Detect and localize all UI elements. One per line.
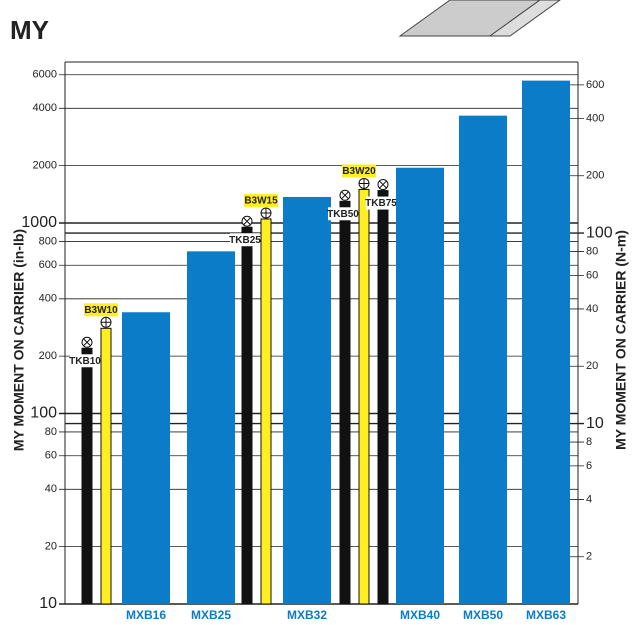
- y-tick-label: 1000: [21, 214, 57, 231]
- y2-tick-label: 400: [586, 112, 604, 124]
- bar-label: TKB50: [327, 209, 359, 220]
- label-box: [70, 354, 100, 368]
- y-tick-label: 800: [39, 235, 57, 247]
- label-box: [328, 207, 358, 221]
- marker: [341, 191, 349, 200]
- marker: [379, 180, 387, 189]
- y-tick-label: 40: [45, 483, 57, 495]
- label-box: [244, 193, 278, 207]
- bar: [358, 188, 370, 605]
- y2-tick-label: 4: [586, 493, 592, 505]
- y-axis-title: MY MOMENT ON CARRIER (in-lb): [11, 229, 27, 451]
- marker: [243, 217, 251, 226]
- bar-label: B3W15: [244, 196, 278, 207]
- y2-tick-label: 20: [586, 360, 598, 372]
- y2-axis-title: MY MOMENT ON CARRIER (N-m): [613, 230, 629, 450]
- label-box: [84, 303, 118, 317]
- bar: [283, 196, 331, 604]
- x-tick-label: MXB32: [287, 608, 327, 622]
- bar: [260, 218, 272, 605]
- label-box: [366, 196, 396, 210]
- x-tick-label: MXB25: [191, 608, 231, 622]
- y-tick-label: 2000: [33, 160, 57, 172]
- x-tick-label: MXB40: [400, 608, 440, 622]
- y-tick-label: 6000: [33, 69, 57, 81]
- y2-tick-label: 10: [586, 415, 604, 432]
- bar: [100, 327, 112, 605]
- bar: [122, 312, 170, 604]
- y2-tick-label: 200: [586, 170, 604, 182]
- bar: [339, 200, 351, 605]
- y2-tick-label: 60: [586, 269, 598, 281]
- y2-tick-label: 80: [586, 245, 598, 257]
- marker: [83, 338, 91, 347]
- y2-tick-label: 40: [586, 303, 598, 315]
- bar: [187, 251, 235, 605]
- marker: [101, 317, 111, 328]
- bar: [396, 167, 444, 604]
- y2-tick-label: 600: [586, 79, 604, 91]
- y-tick-label: 80: [45, 426, 57, 438]
- y-tick-label: 400: [39, 293, 57, 305]
- y-tick-label: 200: [39, 350, 57, 362]
- bar-label: TKB10: [69, 356, 101, 367]
- decor-shape: [488, 0, 561, 37]
- x-tick-label: MXB63: [526, 608, 566, 622]
- bar: [522, 80, 570, 605]
- chart-title: MY: [10, 15, 49, 45]
- bar-label: TKB25: [229, 235, 261, 246]
- x-tick-label: MXB50: [463, 608, 503, 622]
- label-box: [342, 164, 376, 178]
- bar: [459, 115, 507, 605]
- bar: [377, 190, 389, 605]
- y2-tick-label: 8: [586, 436, 592, 448]
- y2-tick-label: 6: [586, 460, 592, 472]
- x-tick-label: MXB16: [126, 608, 166, 622]
- bar-label: B3W20: [342, 166, 376, 177]
- y-tick-label: 10: [39, 595, 57, 612]
- bar-label: B3W10: [84, 305, 118, 316]
- bar-label: TKB75: [365, 198, 397, 209]
- y-tick-label: 600: [39, 259, 57, 271]
- marker: [261, 207, 271, 218]
- label-box: [230, 233, 260, 247]
- y2-tick-label: 100: [586, 224, 613, 241]
- y-tick-label: 60: [45, 450, 57, 462]
- y-tick-label: 20: [45, 541, 57, 553]
- decor-shape: [398, 0, 541, 37]
- marker: [359, 178, 369, 189]
- y-tick-label: 100: [30, 405, 57, 422]
- bar: [241, 226, 253, 605]
- y2-tick-label: 2: [586, 551, 592, 563]
- bar: [81, 347, 93, 605]
- y-tick-label: 4000: [33, 102, 57, 114]
